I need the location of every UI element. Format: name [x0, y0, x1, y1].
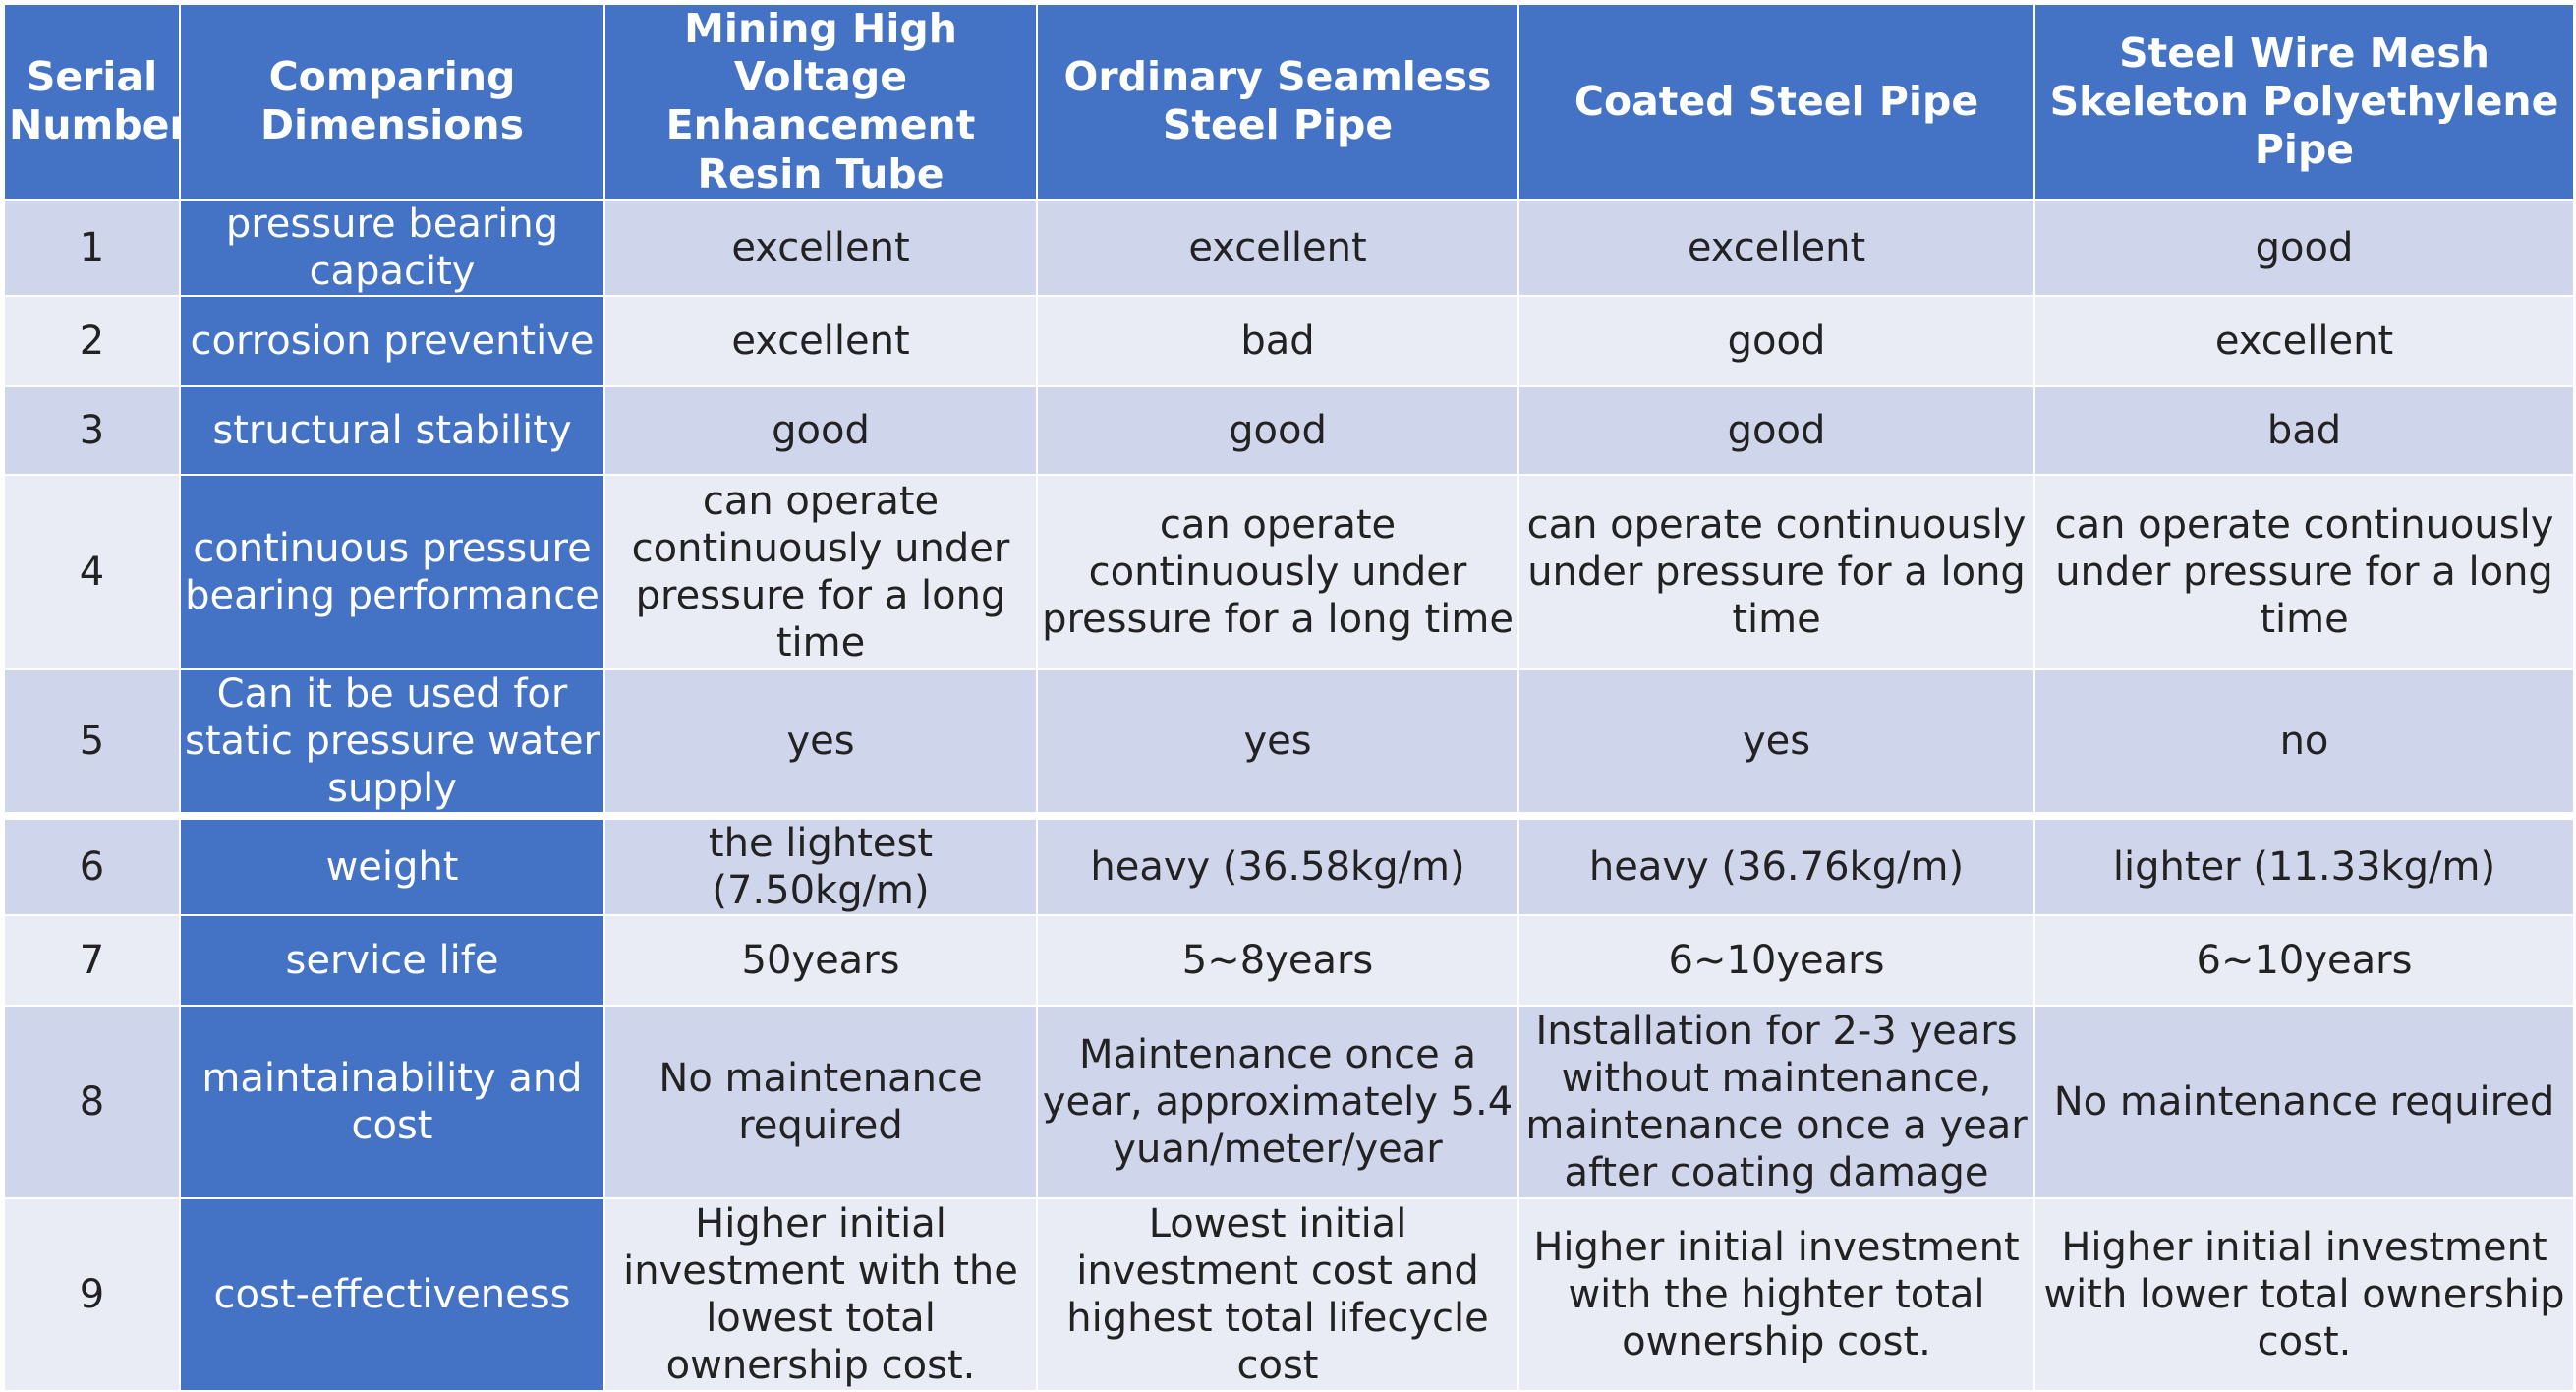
- serial-number-cell: 3: [3, 384, 181, 476]
- header-comparing-dimensions: Comparing Dimensions: [179, 3, 605, 201]
- dimension-cell: pressure bearing capacity: [179, 198, 605, 297]
- comparison-table-container: Serial Number Comparing Dimensions Minin…: [3, 3, 2575, 1392]
- value-cell: good: [1517, 294, 2035, 387]
- serial-number-cell: 5: [3, 667, 181, 817]
- value-cell: heavy (36.58kg/m): [1036, 811, 1519, 916]
- table-row: 6 weight the lightest (7.50kg/m) heavy (…: [3, 811, 2575, 916]
- value-cell: can operate continuously under pressure …: [2033, 473, 2575, 670]
- value-cell: 6~10years: [2033, 913, 2575, 1007]
- value-cell: excellent: [1517, 198, 2035, 297]
- dimension-cell: Can it be used for static pressure water…: [179, 667, 605, 817]
- value-cell: good: [1036, 384, 1519, 476]
- value-cell: excellent: [1036, 198, 1519, 297]
- table-row: 7 service life 50years 5~8years 6~10year…: [3, 913, 2575, 1007]
- value-cell: lighter (11.33kg/m): [2033, 811, 2575, 916]
- dimension-cell: structural stability: [179, 384, 605, 476]
- value-cell: can operate continuously under pressure …: [603, 473, 1038, 670]
- dimension-cell: weight: [179, 811, 605, 916]
- table-row: 9 cost-effectiveness Higher initial inve…: [3, 1196, 2575, 1392]
- value-cell: No maintenance required: [603, 1004, 1038, 1199]
- value-cell: 6~10years: [1517, 913, 2035, 1007]
- table-row: 2 corrosion preventive excellent bad goo…: [3, 294, 2575, 387]
- header-resin-tube: Mining High Voltage Enhancement Resin Tu…: [603, 3, 1038, 201]
- value-cell: excellent: [603, 294, 1038, 387]
- header-serial-number: Serial Number: [3, 3, 181, 201]
- dimension-cell: maintainability and cost: [179, 1004, 605, 1199]
- header-row: Serial Number Comparing Dimensions Minin…: [3, 3, 2575, 201]
- header-seamless-steel-pipe: Ordinary Seamless Steel Pipe: [1036, 3, 1519, 201]
- value-cell: 50years: [603, 913, 1038, 1007]
- serial-number-cell: 8: [3, 1004, 181, 1199]
- value-cell: No maintenance required: [2033, 1004, 2575, 1199]
- value-cell: the lightest (7.50kg/m): [603, 811, 1038, 916]
- value-cell: 5~8years: [1036, 913, 1519, 1007]
- value-cell: Higher initial investment with the hight…: [1517, 1196, 2035, 1392]
- value-cell: excellent: [603, 198, 1038, 297]
- value-cell: Higher initial investment with the lowes…: [603, 1196, 1038, 1392]
- value-cell: Installation for 2-3 years without maint…: [1517, 1004, 2035, 1199]
- table-row: 3 structural stability good good good ba…: [3, 384, 2575, 476]
- value-cell: bad: [1036, 294, 1519, 387]
- dimension-cell: service life: [179, 913, 605, 1007]
- value-cell: yes: [1517, 667, 2035, 817]
- table-row: 5 Can it be used for static pressure wat…: [3, 667, 2575, 817]
- value-cell: heavy (36.76kg/m): [1517, 811, 2035, 916]
- value-cell: Higher initial investment with lower tot…: [2033, 1196, 2575, 1392]
- serial-number-cell: 7: [3, 913, 181, 1007]
- serial-number-cell: 4: [3, 473, 181, 670]
- value-cell: Maintenance once a year, approximately 5…: [1036, 1004, 1519, 1199]
- header-coated-steel-pipe: Coated Steel Pipe: [1517, 3, 2035, 201]
- table-row: 1 pressure bearing capacity excellent ex…: [3, 198, 2575, 297]
- value-cell: yes: [603, 667, 1038, 817]
- value-cell: excellent: [2033, 294, 2575, 387]
- value-cell: can operate continuously under pressure …: [1036, 473, 1519, 670]
- serial-number-cell: 6: [3, 811, 181, 916]
- dimension-cell: continuous pressure bearing performance: [179, 473, 605, 670]
- value-cell: yes: [1036, 667, 1519, 817]
- value-cell: no: [2033, 667, 2575, 817]
- table-row: 4 continuous pressure bearing performanc…: [3, 473, 2575, 670]
- value-cell: good: [1517, 384, 2035, 476]
- dimension-cell: cost-effectiveness: [179, 1196, 605, 1392]
- value-cell: bad: [2033, 384, 2575, 476]
- serial-number-cell: 9: [3, 1196, 181, 1392]
- value-cell: Lowest initial investment cost and highe…: [1036, 1196, 1519, 1392]
- pipe-comparison-table: Serial Number Comparing Dimensions Minin…: [3, 3, 2575, 1392]
- serial-number-cell: 1: [3, 198, 181, 297]
- dimension-cell: corrosion preventive: [179, 294, 605, 387]
- table-row: 8 maintainability and cost No maintenanc…: [3, 1004, 2575, 1199]
- value-cell: can operate continuously under pressure …: [1517, 473, 2035, 670]
- value-cell: good: [2033, 198, 2575, 297]
- serial-number-cell: 2: [3, 294, 181, 387]
- header-polyethylene-pipe: Steel Wire Mesh Skeleton Polyethylene Pi…: [2033, 3, 2575, 201]
- value-cell: good: [603, 384, 1038, 476]
